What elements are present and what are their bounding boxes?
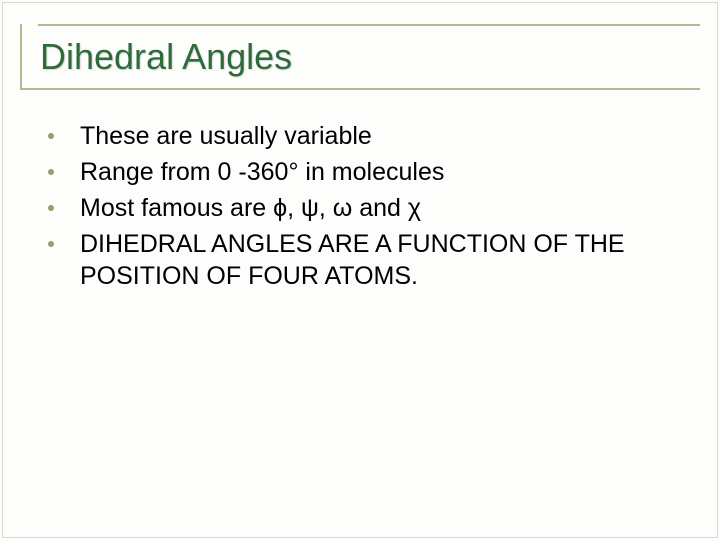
bullet-text: Range from 0 -360° in molecules <box>80 156 680 188</box>
list-item: Range from 0 -360° in molecules <box>48 156 680 188</box>
title-rule-top <box>38 24 700 26</box>
bullet-text: These are usually variable <box>80 120 680 152</box>
slide: Dihedral Angles These are usually variab… <box>0 0 720 540</box>
bullet-icon <box>48 241 54 247</box>
bullet-list: These are usually variable Range from 0 … <box>48 120 680 296</box>
bullet-icon <box>48 169 54 175</box>
slide-title: Dihedral Angles <box>40 36 292 78</box>
bullet-text: DIHEDRAL ANGLES ARE A FUNCTION OF THE PO… <box>80 228 680 292</box>
title-rule-bottom <box>20 88 700 90</box>
bullet-text: Most famous are ϕ, ψ, ω and χ <box>80 192 680 224</box>
list-item: Most famous are ϕ, ψ, ω and χ <box>48 192 680 224</box>
list-item: DIHEDRAL ANGLES ARE A FUNCTION OF THE PO… <box>48 228 680 292</box>
bullet-icon <box>48 205 54 211</box>
bullet-icon <box>48 133 54 139</box>
list-item: These are usually variable <box>48 120 680 152</box>
